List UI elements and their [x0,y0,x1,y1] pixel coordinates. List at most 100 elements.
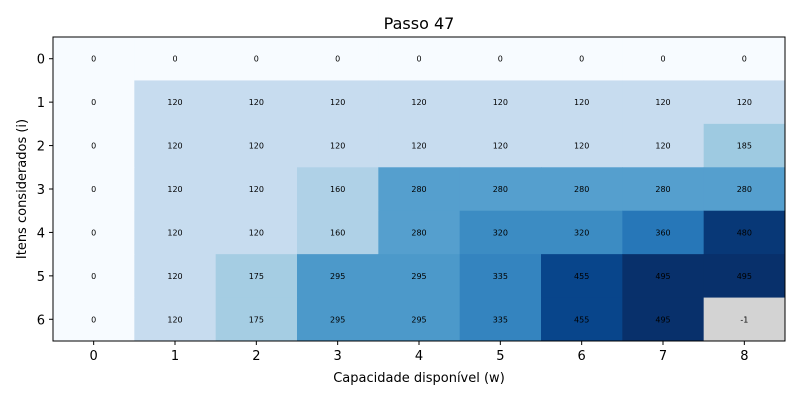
x-tick-label-3: 3 [334,349,342,364]
cell-value-label-r2-c0: 0 [91,142,96,151]
heatmap-cell-r2-c8 [703,123,786,168]
heatmap-cell-r5-c1 [134,254,217,299]
cell-value-label-r1-c6: 120 [574,98,589,107]
cell-value-label-r0-c0: 0 [91,55,96,64]
heatmap-cell-r0-c8 [703,37,786,81]
cell-value-label-r6-c2: 175 [249,315,264,324]
heatmap-cell-r0-c5 [459,37,542,81]
heatmap-cell-r3-c4 [378,167,461,212]
heatmap-cell-r6-c7 [622,297,705,342]
cell-value-label-r0-c2: 0 [254,55,259,64]
cell-value-label-r5-c2: 175 [249,272,264,281]
cell-value-label-r3-c3: 160 [330,185,345,194]
heatmap-cell-r3-c3 [297,167,379,212]
cell-value-label-r2-c8: 185 [737,142,752,151]
heatmap-cell-r1-c5 [459,80,542,125]
cell-value-label-r6-c7: 495 [655,315,670,324]
heatmap-cell-r1-c6 [541,80,623,125]
cell-value-label-r1-c2: 120 [249,98,264,107]
heatmap-cell-r0-c0 [53,37,135,81]
heatmap-cell-r3-c5 [459,167,542,212]
heatmap-cell-r5-c4 [378,254,461,299]
cell-value-label-r6-c0: 0 [91,315,96,324]
cell-value-label-r0-c1: 0 [172,55,177,64]
cell-value-label-r0-c5: 0 [498,55,503,64]
chart-title: Passo 47 [384,14,455,33]
y-tick-label-1: 1 [37,96,45,111]
cell-value-label-r3-c8: 280 [737,185,752,194]
heatmap-cell-r3-c6 [541,167,623,212]
cell-value-label-r2-c7: 120 [655,142,670,151]
heatmap-cell-labels: 0 0 0 0 0 0 0 0 0 0 120 120 120 120 120 120 120 120 0 120 12… [91,55,752,325]
heatmap-cell-r5-c2 [215,254,298,299]
y-axis-label: Itens considerados (i) [15,119,30,259]
x-tick-label-1: 1 [171,349,179,364]
cell-value-label-r5-c0: 0 [91,272,96,281]
x-tick-label-4: 4 [415,349,423,364]
heatmap-cell-r4-c8 [703,210,786,255]
cell-value-label-r2-c4: 120 [411,142,426,151]
cell-value-label-r0-c4: 0 [416,55,421,64]
x-tick-label-6: 6 [578,349,586,364]
heatmap-cell-r6-c0 [53,297,135,342]
x-tick-label-0: 0 [90,349,98,364]
cell-value-label-r0-c3: 0 [335,55,340,64]
cell-value-label-r3-c6: 280 [574,185,589,194]
heatmap-cell-r5-c6 [541,254,623,299]
heatmap-cell-r1-c1 [134,80,217,125]
heatmap-cell-r3-c0 [53,167,135,212]
heatmap-cell-r3-c2 [215,167,298,212]
y-tick-label-3: 3 [37,183,45,198]
cell-value-label-r3-c0: 0 [91,185,96,194]
heatmap-cell-r4-c3 [297,210,379,255]
cell-value-label-r6-c1: 120 [167,315,182,324]
cell-value-label-r2-c5: 120 [493,142,508,151]
cell-value-label-r0-c6: 0 [579,55,584,64]
cell-value-label-r6-c8: -1 [740,315,748,324]
heatmap-cell-r2-c1 [134,123,217,168]
cell-value-label-r2-c2: 120 [249,142,264,151]
x-axis-label: Capacidade disponível (w) [333,371,505,386]
cell-value-label-r5-c8: 495 [737,272,752,281]
y-tick-label-4: 4 [37,226,45,241]
cell-value-label-r6-c4: 295 [411,315,426,324]
heatmap-cell-r4-c5 [459,210,542,255]
heatmap-cell-r5-c7 [622,254,705,299]
heatmap-cell-r6-c3 [297,297,379,342]
heatmap-cell-r1-c7 [622,80,705,125]
cell-value-label-r3-c1: 120 [167,185,182,194]
cell-value-label-r1-c3: 120 [330,98,345,107]
cell-value-label-r3-c2: 120 [249,185,264,194]
heatmap-cell-r5-c0 [53,254,135,299]
cell-value-label-r4-c8: 480 [737,228,752,237]
heatmap-cell-r2-c5 [459,123,542,168]
cell-value-label-r4-c0: 0 [91,228,96,237]
heatmap-cell-r4-c4 [378,210,461,255]
heatmap-cell-r0-c6 [541,37,623,81]
cell-value-label-r1-c8: 120 [737,98,752,107]
cell-value-label-r3-c5: 280 [493,185,508,194]
y-tick-label-0: 0 [37,53,45,68]
heatmap-cell-r4-c6 [541,210,623,255]
cell-value-label-r1-c1: 120 [167,98,182,107]
y-tick-label-6: 6 [37,313,45,328]
heatmap-cell-r4-c1 [134,210,217,255]
heatmap-cell-r1-c3 [297,80,379,125]
heatmap-cell-r0-c4 [378,37,461,81]
heatmap-cell-r0-c1 [134,37,217,81]
y-tick-label-2: 2 [37,140,45,155]
x-tick-label-2: 2 [252,349,260,364]
heatmap-cell-r6-c4 [378,297,461,342]
cell-value-label-r5-c5: 335 [493,272,508,281]
cell-value-label-r0-c7: 0 [660,55,665,64]
cell-value-label-r3-c7: 280 [655,185,670,194]
heatmap-cell-r3-c7 [622,167,705,212]
cell-value-label-r5-c7: 495 [655,272,670,281]
heatmap-cell-r1-c2 [215,80,298,125]
heatmap-cell-r1-c8 [703,80,786,125]
heatmap-cell-r6-c2 [215,297,298,342]
cell-value-label-r5-c3: 295 [330,272,345,281]
cell-value-label-r1-c5: 120 [493,98,508,107]
heatmap-cell-r3-c1 [134,167,217,212]
